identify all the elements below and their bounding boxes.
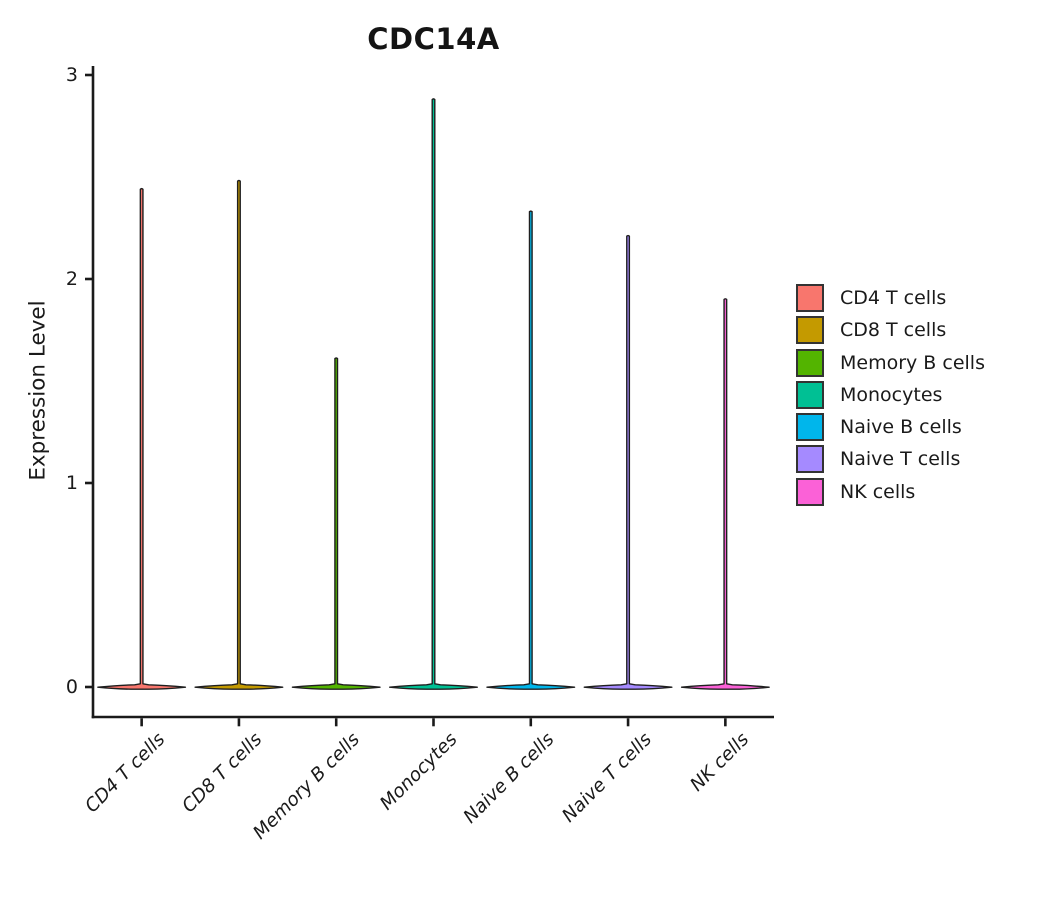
legend-label: CD8 T cells [840,319,947,342]
legend: CD4 T cells CD8 T cells Memory B cells Mono… [796,284,985,510]
violin-cd4-t-cells [97,187,187,690]
y-tick-label: 2 [65,267,78,290]
violin-naive-b-cells [486,210,576,690]
legend-item: Memory B cells [796,348,985,377]
y-tick-label: 0 [65,675,78,698]
legend-swatch-icon [796,316,824,345]
legend-item: CD8 T cells [796,316,985,345]
legend-label: NK cells [840,480,916,503]
legend-label: CD4 T cells [840,287,947,309]
legend-swatch-icon [796,348,824,377]
legend-label: Memory B cells [840,351,985,374]
legend-item: Monocytes [796,380,985,409]
legend-item: Naive B cells [796,413,985,442]
legend-label: Naive B cells [840,416,962,439]
legend-swatch-icon [796,284,824,312]
chart-title: CDC14A [367,22,500,56]
legend-item: Naive T cells [796,445,985,474]
legend-swatch-icon [796,445,824,474]
violin-memory-b-cells [291,357,381,690]
legend-label: Monocytes [840,383,943,406]
violin-naive-t-cells [583,234,673,690]
violin-monocytes [389,98,478,690]
y-tick-label: 1 [65,471,78,494]
violin-cd8-t-cells [194,179,284,690]
legend-swatch-icon [796,380,824,409]
legend-item: CD4 T cells [796,284,985,312]
legend-swatch-icon [796,477,824,506]
legend-swatch-icon [796,413,824,442]
y-tick-label: 3 [65,63,78,86]
violin-nk-cells [680,298,770,690]
legend-label: Naive T cells [840,448,961,471]
legend-item: NK cells [796,477,985,506]
